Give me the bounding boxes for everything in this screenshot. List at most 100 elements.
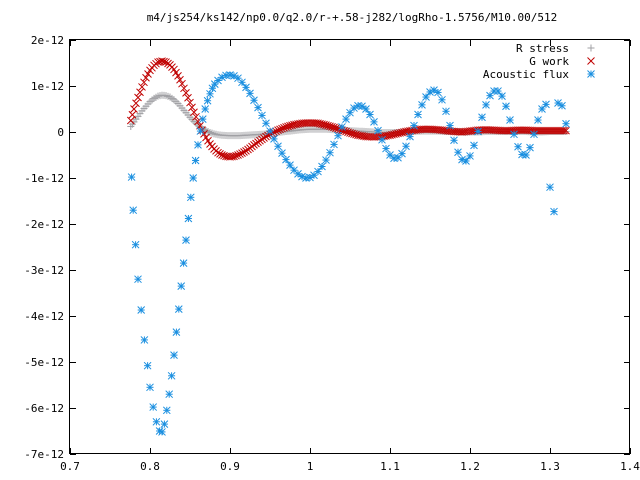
- data-point: [262, 132, 270, 141]
- plot-frame: [69, 39, 630, 454]
- data-point: [198, 115, 207, 123]
- data-point: [486, 91, 494, 100]
- data-point: [189, 174, 198, 182]
- data-point: [194, 141, 202, 149]
- data-point: [250, 96, 258, 105]
- y-tick-label: -3e-12: [24, 264, 64, 277]
- data-point: [134, 93, 142, 102]
- data-point: [214, 148, 222, 157]
- data-point: [160, 420, 169, 428]
- data-point: [216, 149, 224, 158]
- data-point: [201, 105, 210, 113]
- data-point: [366, 110, 374, 119]
- data-point: [160, 57, 168, 66]
- chart-title: m4/js254/ks142/np0.0/q2.0/r-+.58-j282/lo…: [147, 11, 558, 24]
- data-point: [494, 87, 502, 95]
- data-point: [176, 75, 184, 84]
- data-point: [270, 135, 278, 143]
- x-tick-label: 1.1: [380, 460, 400, 473]
- data-point: [234, 74, 242, 83]
- data-point: [152, 417, 161, 426]
- y-tick-label: -5e-12: [24, 356, 64, 369]
- data-point: [184, 214, 193, 223]
- data-point: [534, 116, 542, 124]
- data-point: [422, 93, 430, 101]
- data-point: [418, 101, 426, 109]
- data-point: [330, 140, 338, 149]
- legend-label: G work: [529, 55, 569, 68]
- data-point: [526, 143, 534, 152]
- legend-swatch: [587, 57, 595, 65]
- data-point: [502, 102, 510, 111]
- x-tick-label: 1: [307, 460, 314, 473]
- data-point: [470, 141, 478, 150]
- data-point: [182, 89, 190, 97]
- data-point: [334, 131, 342, 140]
- data-point: [546, 183, 554, 192]
- data-point: [282, 155, 290, 164]
- data-point: [232, 151, 240, 160]
- data-point: [562, 126, 570, 135]
- data-point: [203, 96, 212, 105]
- data-point: [414, 110, 422, 119]
- data-point: [230, 72, 238, 80]
- data-point: [332, 124, 340, 132]
- y-tick-label: 1e-12: [31, 80, 64, 93]
- data-point: [278, 124, 286, 133]
- data-point: [240, 148, 248, 156]
- data-point: [326, 148, 334, 157]
- data-point: [454, 148, 462, 157]
- data-point: [208, 84, 217, 93]
- data-point: [514, 142, 522, 151]
- data-point: [149, 403, 158, 411]
- y-tick-label: -1e-12: [24, 172, 64, 185]
- axis-ticks: 0.7 0.8 0.9 1 1.1 1.2 1.3 1.4 2e-12 1e-12 0 -1e-12 -…: [24, 34, 640, 473]
- data-point: [462, 157, 470, 165]
- legend-label: Acoustic flux: [483, 68, 569, 81]
- series-acoustic-flux: [127, 71, 570, 436]
- y-tick-label: -2e-12: [24, 218, 64, 231]
- data-point: [234, 151, 242, 159]
- data-point: [382, 144, 390, 153]
- data-point: [272, 127, 280, 136]
- data-point: [274, 126, 282, 135]
- data-point: [322, 156, 330, 164]
- data-point: [298, 172, 306, 181]
- data-point: [378, 135, 386, 144]
- y-tick-label: 0: [57, 126, 64, 139]
- data-point: [134, 275, 142, 284]
- data-point: [510, 130, 518, 139]
- data-point: [530, 130, 538, 139]
- data-point: [191, 156, 200, 165]
- data-point: [179, 259, 188, 267]
- data-point: [186, 193, 195, 202]
- data-point: [146, 383, 154, 392]
- data-point: [246, 89, 254, 98]
- data-point: [374, 126, 382, 135]
- data-point: [550, 207, 558, 216]
- x-tick-label: 1.4: [620, 460, 640, 473]
- data-point: [132, 99, 140, 108]
- data-point: [236, 150, 244, 158]
- data-point: [167, 371, 176, 380]
- data-point: [186, 98, 194, 107]
- data-point: [280, 123, 288, 132]
- data-point: [184, 93, 192, 102]
- data-point: [318, 162, 326, 171]
- data-point: [138, 83, 146, 91]
- data-point: [126, 116, 135, 125]
- data-point: [478, 113, 486, 122]
- data-point: [498, 92, 506, 100]
- data-point: [128, 110, 137, 119]
- data-point: [506, 116, 514, 124]
- data-point: [129, 206, 138, 215]
- data-point: [262, 119, 270, 128]
- data-point: [562, 119, 570, 128]
- data-point: [174, 305, 183, 313]
- data-point: [258, 111, 266, 120]
- data-point: [474, 127, 482, 136]
- data-point: [286, 161, 294, 169]
- legend-swatch: [587, 44, 595, 52]
- data-point: [542, 100, 550, 109]
- data-point: [142, 73, 150, 82]
